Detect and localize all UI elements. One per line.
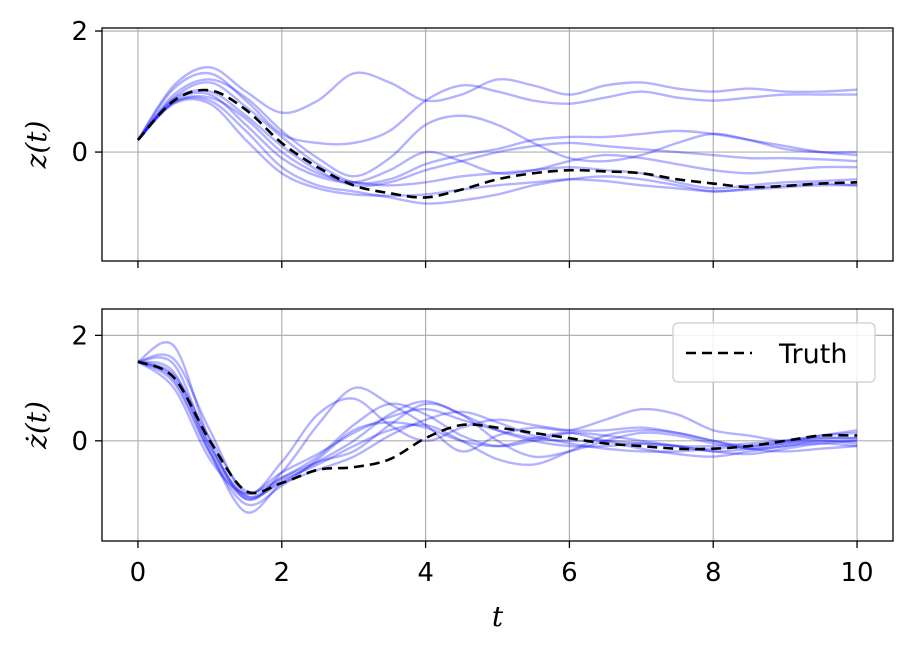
x-axis-label: t	[492, 600, 504, 633]
sample-line	[137, 78, 858, 178]
x-tick-label: 4	[417, 558, 434, 588]
x-tick-label: 10	[840, 558, 873, 588]
truth-line	[136, 88, 858, 199]
sample-line	[137, 356, 858, 499]
y-tick-label: 2	[71, 321, 88, 351]
y-tick-label: 0	[71, 138, 88, 168]
x-tick-label: 2	[273, 558, 290, 588]
sample-line	[137, 360, 858, 501]
y-axis-label: ż(t)	[20, 401, 53, 450]
legend-box	[672, 322, 876, 383]
sample-line	[137, 341, 858, 501]
sample-line	[137, 91, 858, 184]
legend: Truth	[672, 322, 876, 383]
y-tick-label: 0	[71, 427, 88, 457]
sample-line	[137, 353, 858, 496]
x-tick-label: 0	[130, 558, 147, 588]
sample-line	[136, 71, 858, 146]
sample-line	[136, 66, 858, 141]
legend-truth-label: Truth	[778, 339, 847, 370]
plot-area	[136, 66, 858, 205]
axes-frame	[101, 308, 894, 542]
sample-line	[137, 360, 858, 507]
y-axis-label: z(t)	[20, 121, 53, 170]
sample-line	[137, 97, 858, 197]
plot-area	[137, 341, 858, 514]
sample-line	[137, 81, 858, 185]
sample-line	[137, 89, 858, 188]
y-tick-label: 2	[71, 17, 88, 47]
panel-1: 0 2 z(t)	[20, 17, 894, 268]
x-tick-label: 8	[705, 558, 722, 588]
panel-2: 0 2 4 6 8 10 0 2 ż(t) t Truth	[20, 308, 894, 633]
truth-line	[137, 360, 858, 495]
sample-line	[137, 360, 858, 514]
sample-line	[137, 360, 858, 499]
x-tick-label: 6	[561, 558, 578, 588]
sample-line	[137, 96, 858, 205]
axes-frame	[101, 27, 894, 262]
sample-line	[137, 94, 858, 190]
